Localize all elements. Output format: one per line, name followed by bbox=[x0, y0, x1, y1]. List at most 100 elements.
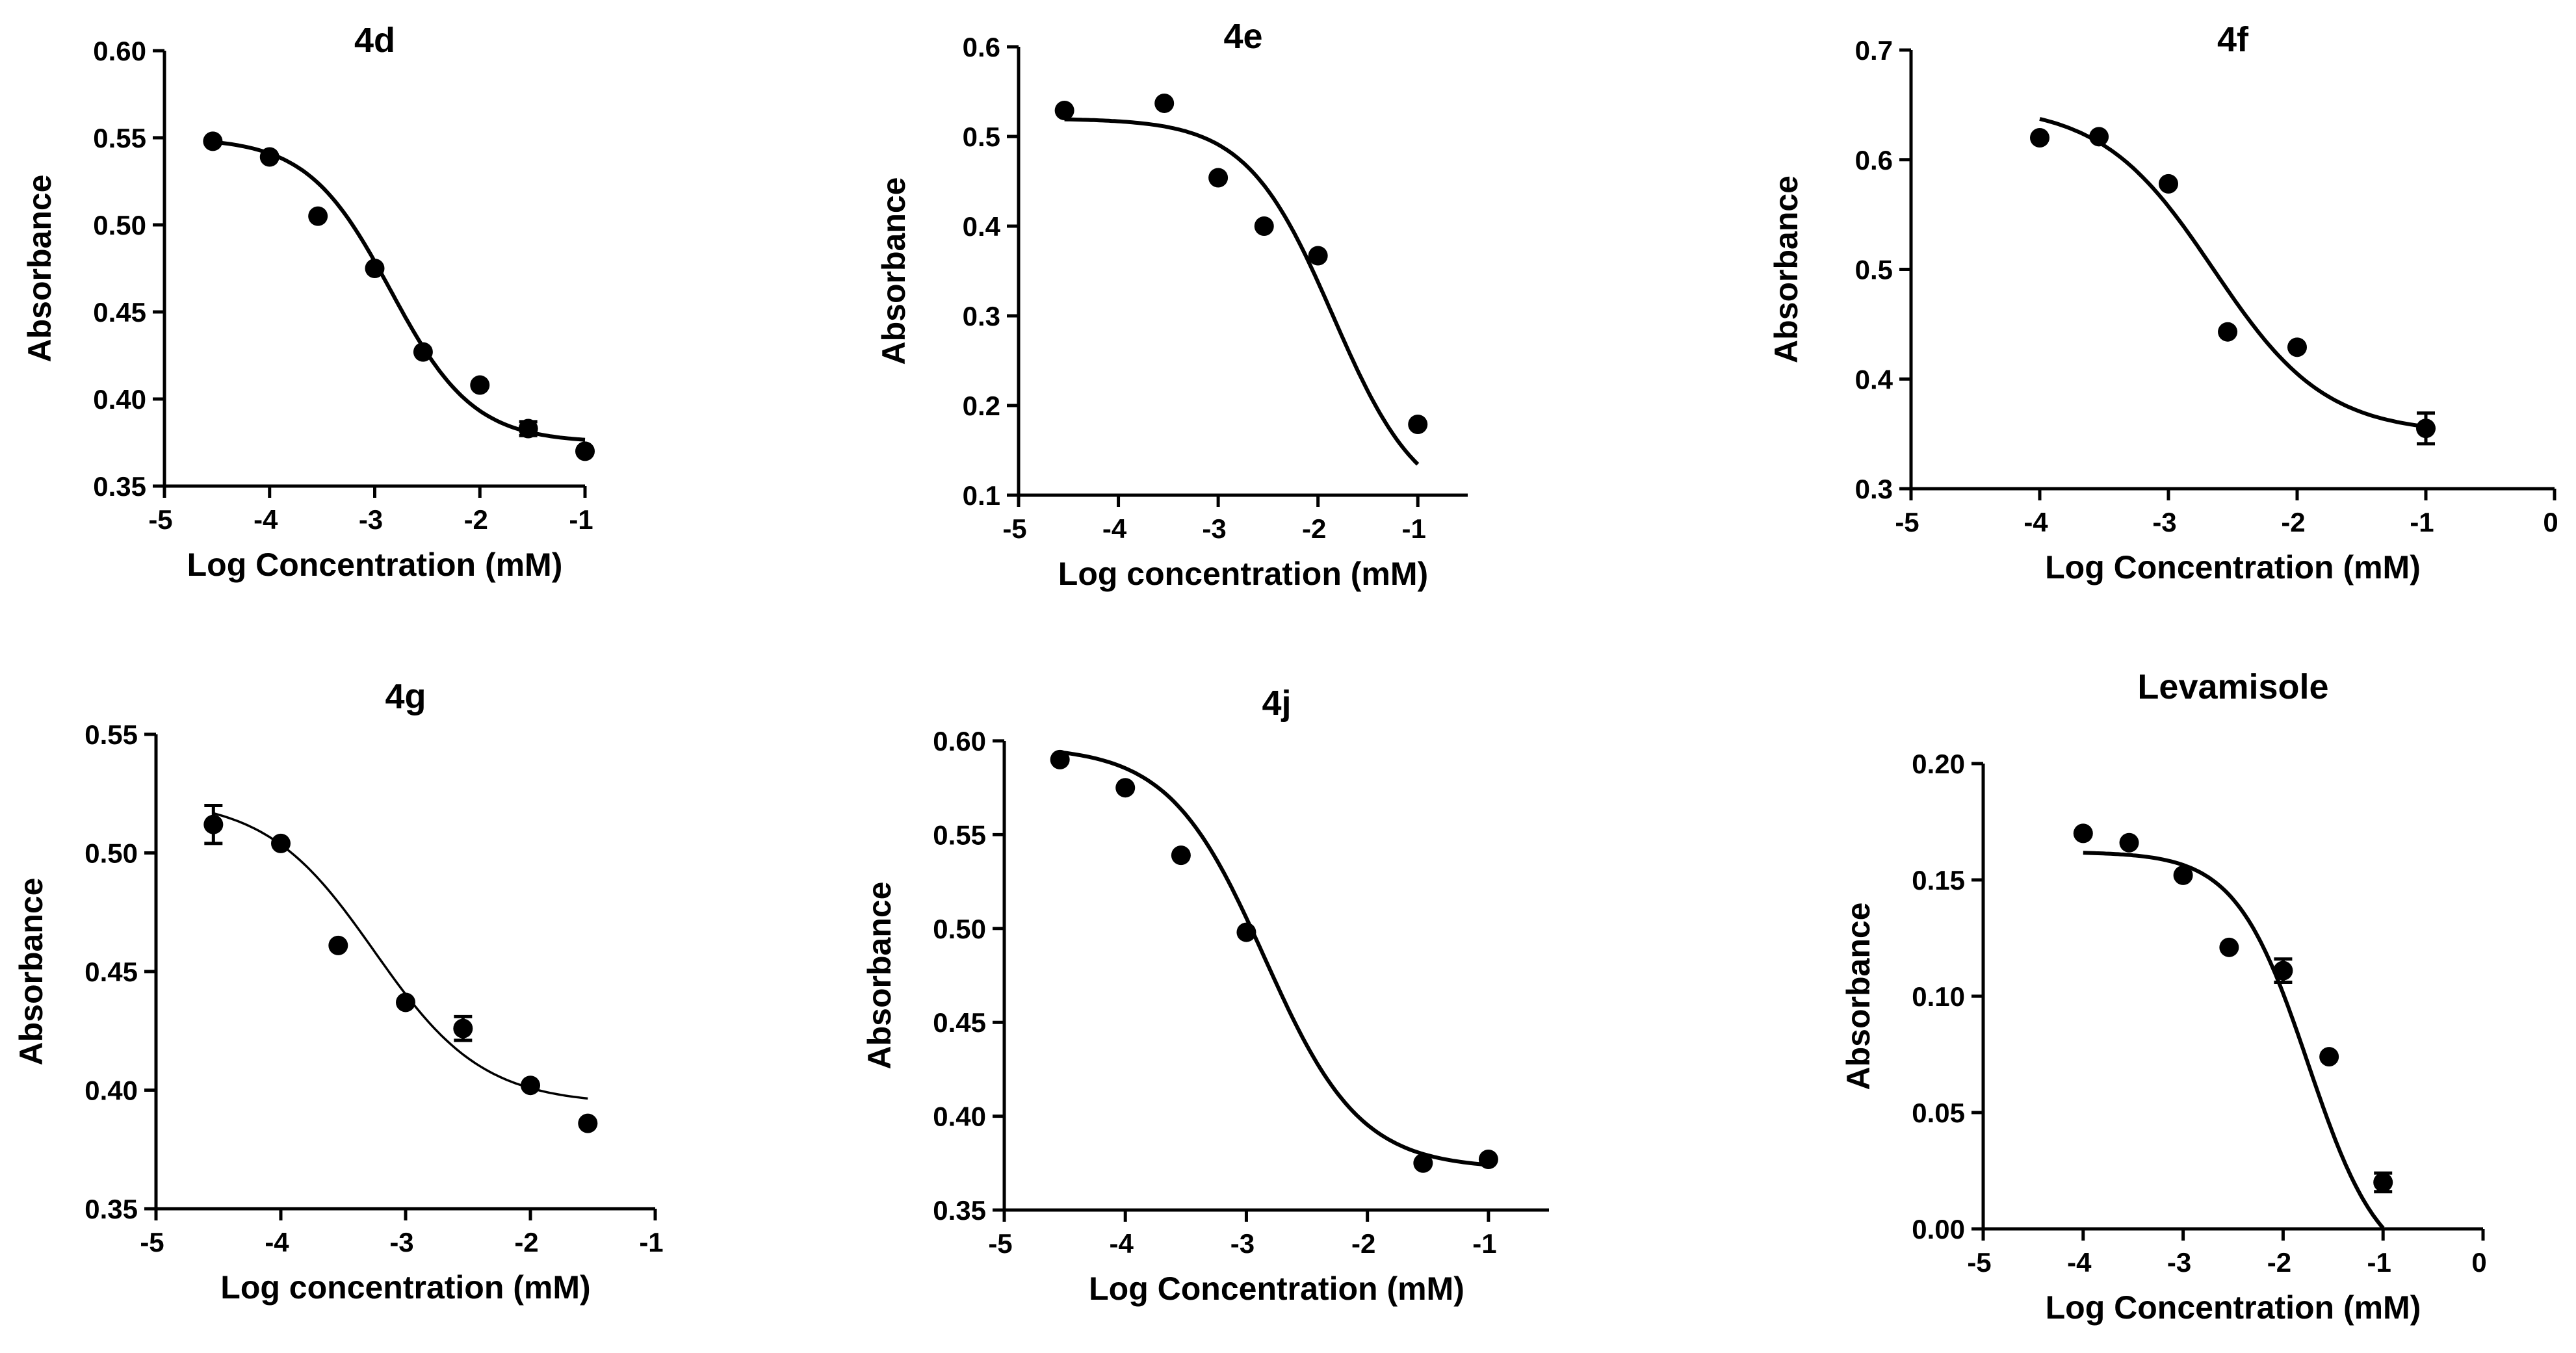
y-tick-label: 0.5 bbox=[963, 122, 1000, 152]
data-point bbox=[259, 147, 280, 167]
chart-title: 4f bbox=[2217, 20, 2249, 59]
y-axis-label: Absorbance bbox=[1768, 175, 1804, 363]
x-tick-label: 0 bbox=[2471, 1247, 2486, 1278]
y-tick-label: 0.6 bbox=[963, 32, 1000, 62]
y-tick-label: 0.00 bbox=[1912, 1214, 1965, 1244]
data-point bbox=[396, 992, 415, 1012]
data-point bbox=[365, 259, 385, 278]
data-point bbox=[2073, 823, 2093, 844]
data-point bbox=[413, 342, 433, 362]
data-point bbox=[1408, 414, 1428, 434]
data-point bbox=[470, 375, 490, 395]
data-point bbox=[2287, 337, 2307, 357]
x-tick-label: -5 bbox=[140, 1227, 164, 1257]
x-tick-label: -3 bbox=[389, 1227, 413, 1257]
x-tick-label: -3 bbox=[1202, 513, 1226, 544]
data-point bbox=[578, 1113, 598, 1133]
y-tick-label: 0.50 bbox=[933, 914, 986, 944]
y-tick-label: 0.40 bbox=[93, 384, 146, 415]
y-tick-label: 0.60 bbox=[933, 726, 986, 756]
y-tick-label: 0.40 bbox=[933, 1102, 986, 1132]
data-point bbox=[1254, 216, 1274, 236]
y-tick-label: 0.55 bbox=[93, 123, 146, 153]
x-tick-label: -2 bbox=[2281, 507, 2305, 537]
y-tick-label: 0.20 bbox=[1912, 749, 1965, 779]
chart-title: 4g bbox=[385, 677, 426, 716]
y-tick-label: 0.10 bbox=[1912, 981, 1965, 1012]
chart-panel-3: 0.35 0.40 0.45 0.50 0.55 -5 -4 -3 -2 -1 4g Log conc… bbox=[13, 677, 664, 1306]
x-tick-label: -3 bbox=[359, 504, 383, 535]
data-point bbox=[328, 935, 348, 955]
chart-panel-1: 0.1 0.2 0.3 0.4 0.5 0.6 -5 -4 -3 -2 -1 4e Log concen… bbox=[876, 17, 1468, 592]
y-axis-label: Absorbance bbox=[13, 878, 49, 1066]
y-tick-label: 0.5 bbox=[1855, 255, 1893, 285]
data-point bbox=[2089, 127, 2109, 147]
x-tick-label: -2 bbox=[514, 1227, 538, 1257]
data-point bbox=[575, 441, 595, 461]
y-tick-label: 0.4 bbox=[1855, 364, 1893, 394]
y-axis-label: Absorbance bbox=[21, 175, 58, 363]
fit-curve bbox=[2083, 851, 2385, 1230]
x-tick-label: -4 bbox=[2023, 507, 2048, 537]
x-tick-label: -1 bbox=[2410, 507, 2434, 537]
chart-panel-4: 0.35 0.40 0.45 0.50 0.55 0.60 -5 -4 -3 -2 -1 4j Log … bbox=[861, 684, 1549, 1307]
x-axis-label: Log Concentration (mM) bbox=[2045, 549, 2421, 586]
x-tick-label: -2 bbox=[1351, 1228, 1375, 1259]
data-point bbox=[1054, 100, 1074, 120]
data-point bbox=[518, 419, 538, 439]
y-tick-label: 0.35 bbox=[85, 1194, 138, 1224]
x-tick-label: -3 bbox=[2167, 1247, 2191, 1278]
x-tick-label: -1 bbox=[639, 1227, 663, 1257]
y-tick-label: 0.45 bbox=[93, 297, 146, 328]
data-point bbox=[2119, 832, 2139, 853]
y-tick-label: 0.3 bbox=[1855, 474, 1893, 504]
data-point bbox=[2219, 937, 2239, 957]
x-tick-label: -3 bbox=[1230, 1228, 1255, 1259]
y-axis-label: Absorbance bbox=[861, 882, 898, 1070]
x-tick-label: -5 bbox=[1895, 507, 1919, 537]
x-tick-label: -4 bbox=[254, 504, 278, 535]
data-point bbox=[2319, 1047, 2339, 1067]
data-point bbox=[453, 1018, 473, 1038]
y-tick-label: 0.45 bbox=[933, 1007, 986, 1038]
x-tick-label: -5 bbox=[988, 1228, 1012, 1259]
y-tick-label: 0.1 bbox=[963, 480, 1000, 511]
fit-curve bbox=[1060, 750, 1489, 1167]
x-tick-label: -4 bbox=[1110, 1228, 1134, 1259]
x-tick-label: -4 bbox=[1102, 513, 1127, 544]
y-tick-label: 0.35 bbox=[93, 471, 146, 502]
y-tick-label: 0.15 bbox=[1912, 865, 1965, 896]
x-tick-label: -2 bbox=[1302, 513, 1326, 544]
data-point bbox=[1308, 246, 1328, 266]
y-tick-label: 0.05 bbox=[1912, 1098, 1965, 1128]
y-tick-label: 0.6 bbox=[1855, 145, 1893, 175]
chart-title: 4e bbox=[1223, 17, 1262, 56]
x-tick-label: -3 bbox=[2152, 507, 2176, 537]
y-tick-label: 0.2 bbox=[963, 391, 1000, 421]
data-point bbox=[1154, 93, 1175, 113]
data-point bbox=[1236, 922, 1256, 942]
y-axis-label: Absorbance bbox=[1840, 903, 1877, 1090]
fit-curve bbox=[2039, 117, 2426, 429]
y-tick-label: 0.7 bbox=[1855, 35, 1893, 66]
y-tick-label: 0.50 bbox=[93, 210, 146, 240]
x-tick-label: -1 bbox=[569, 504, 593, 535]
data-point bbox=[1171, 845, 1191, 866]
y-tick-label: 0.3 bbox=[963, 301, 1000, 331]
x-tick-label: -2 bbox=[464, 504, 488, 535]
data-point bbox=[1208, 168, 1229, 188]
data-point bbox=[203, 131, 223, 151]
x-tick-label: -5 bbox=[1967, 1247, 1991, 1278]
data-point bbox=[203, 814, 224, 834]
chart-title: 4j bbox=[1262, 684, 1291, 723]
x-tick-label: -2 bbox=[2267, 1247, 2291, 1278]
y-tick-label: 0.55 bbox=[85, 719, 138, 750]
data-point bbox=[2173, 865, 2193, 885]
x-axis-label: Log concentration (mM) bbox=[220, 1269, 590, 1306]
x-tick-label: -4 bbox=[265, 1227, 289, 1257]
x-tick-label: -1 bbox=[2367, 1247, 2391, 1278]
data-point bbox=[2373, 1172, 2393, 1192]
y-tick-label: 0.45 bbox=[85, 957, 138, 987]
data-point bbox=[1413, 1153, 1433, 1173]
chart-panel-2: 0.3 0.4 0.5 0.6 0.7 -5 -4 -3 -2 -1 0 4f Log Concentr… bbox=[1768, 20, 2558, 586]
